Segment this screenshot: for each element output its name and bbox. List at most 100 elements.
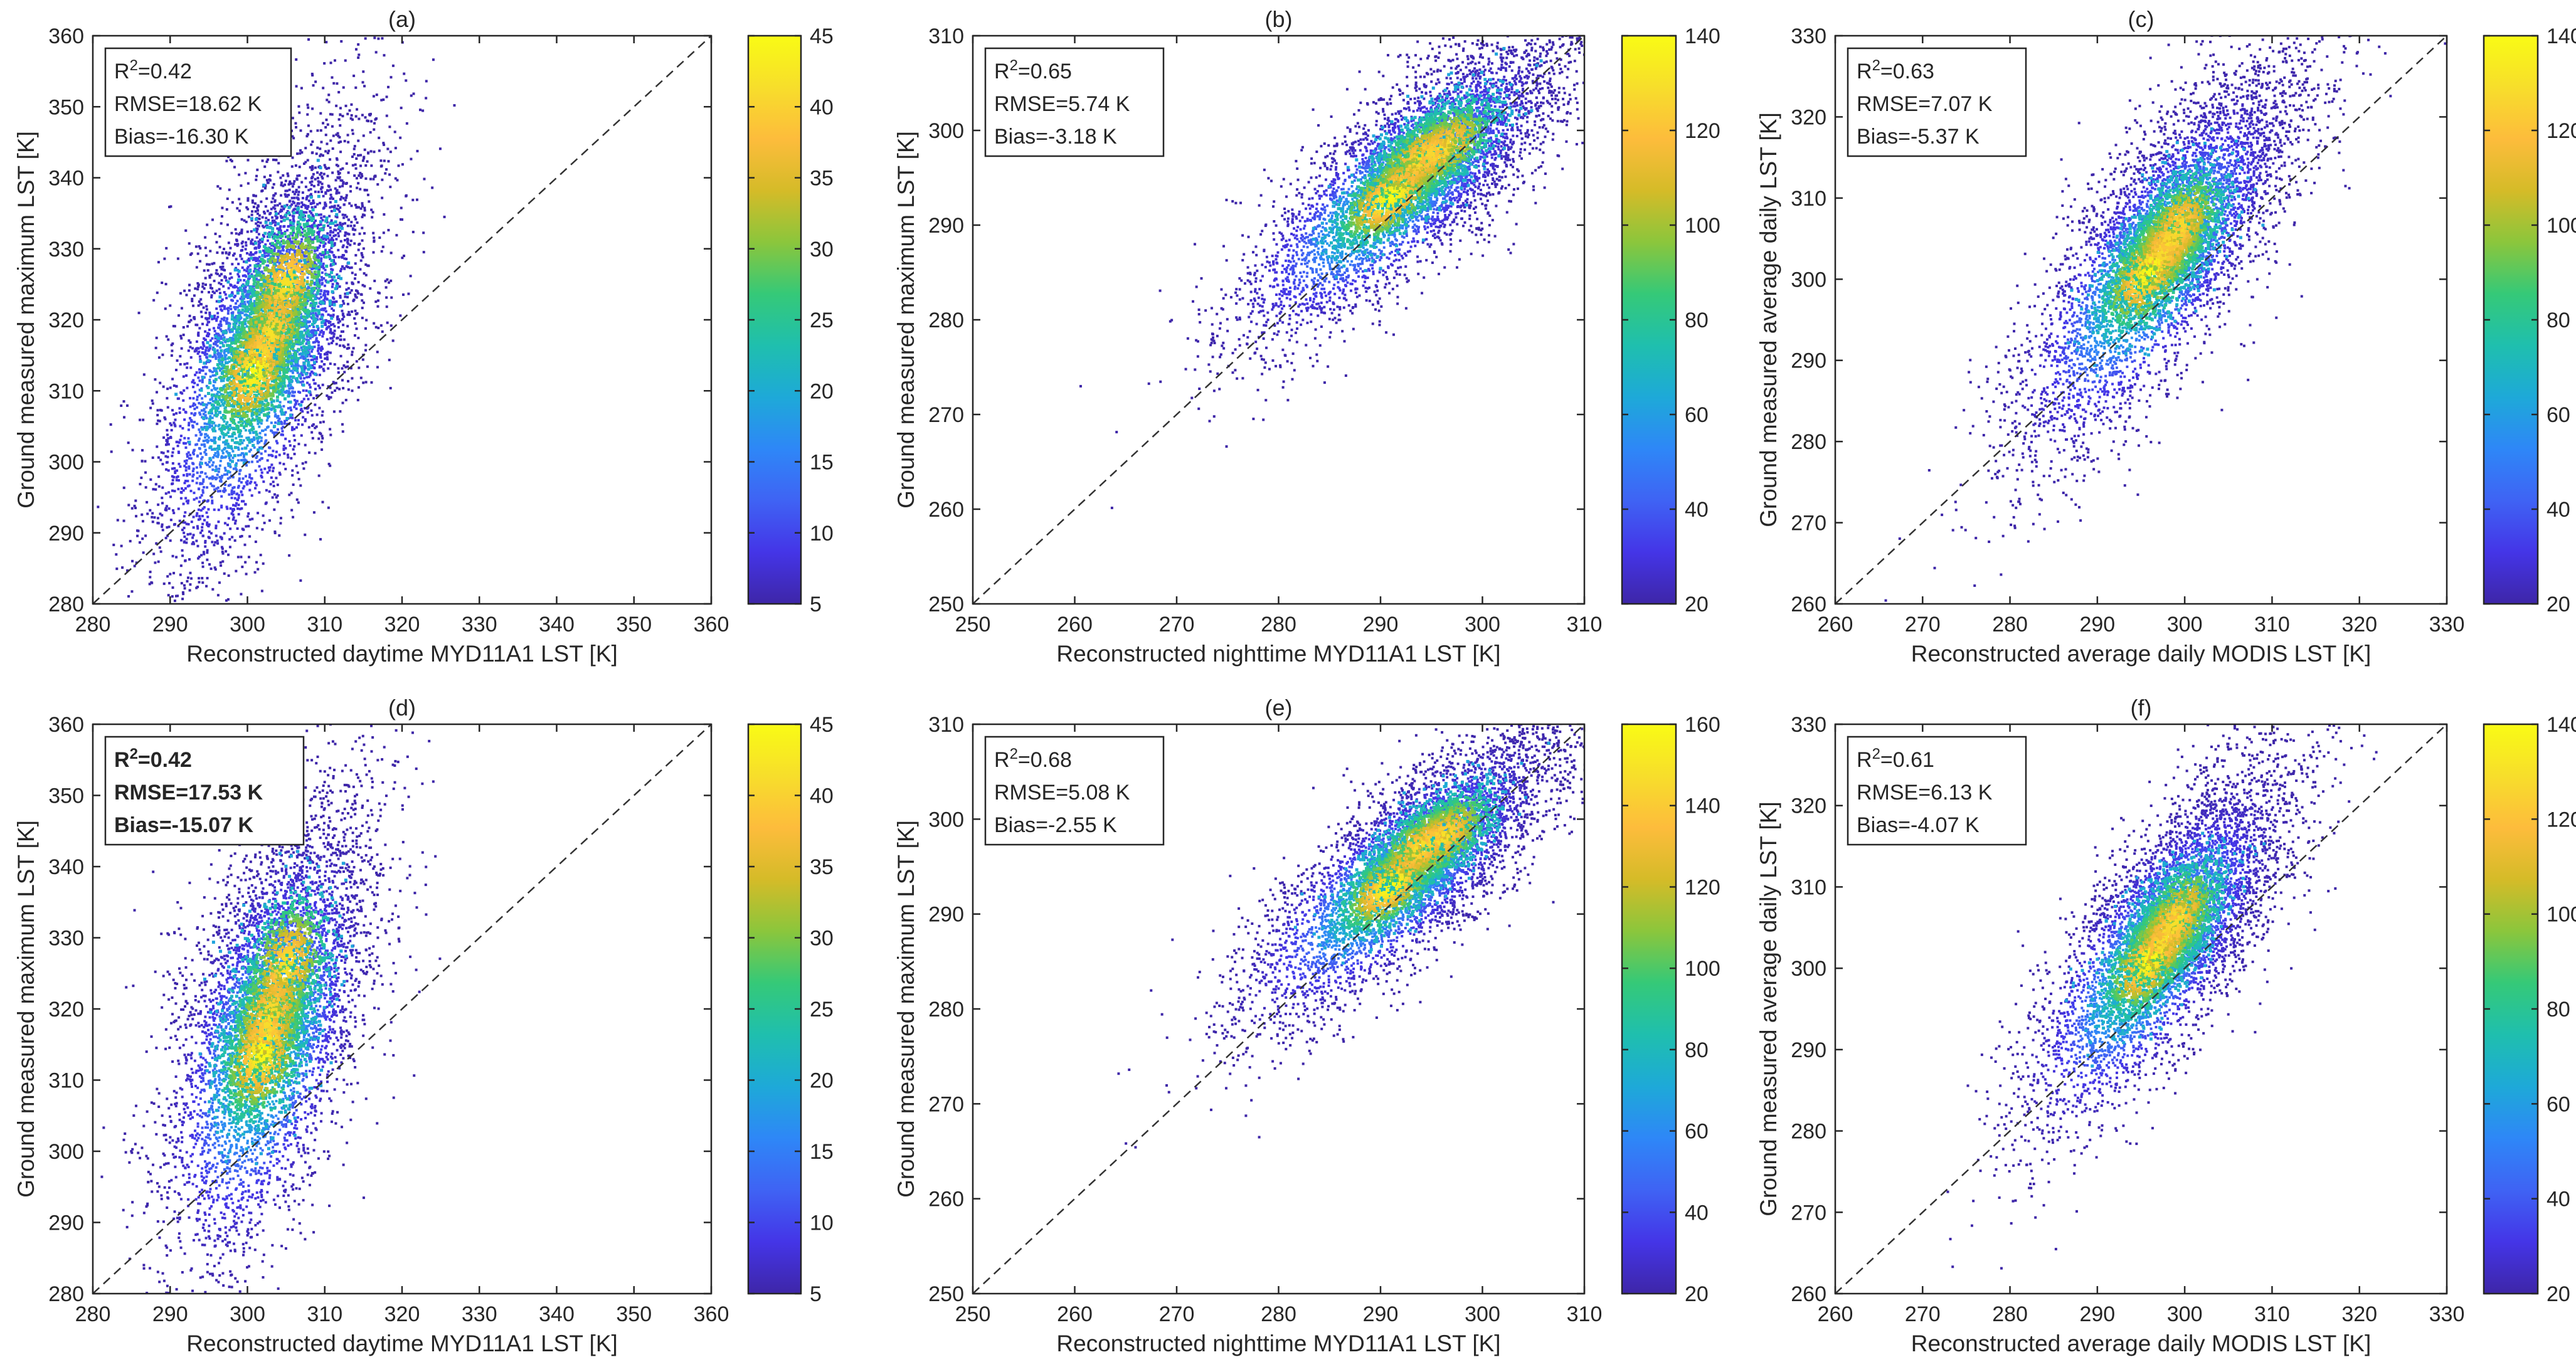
- colorbar-gradient: [1622, 36, 1676, 604]
- colorbar-tick-label: 20: [810, 379, 834, 403]
- y-tick-label: 290: [48, 1211, 84, 1235]
- x-tick-label: 280: [1992, 613, 2028, 636]
- colorbar-tick-label: 40: [810, 784, 834, 808]
- x-tick-label: 280: [1992, 1302, 2028, 1326]
- r-squared-text: R2=0.63: [1857, 57, 1934, 84]
- y-tick-label: 340: [48, 855, 84, 879]
- panel-label: (a): [388, 6, 416, 32]
- colorbar-tick-label: 35: [810, 167, 834, 191]
- x-tick-label: 270: [1159, 613, 1195, 636]
- r-squared-text: R2=0.65: [994, 57, 1072, 84]
- colorbar-gradient: [2484, 36, 2538, 604]
- colorbar-tick-label: 60: [2547, 403, 2570, 427]
- y-axis-label: Ground measured maximum LST [K]: [13, 820, 39, 1198]
- x-tick-label: 260: [1057, 613, 1093, 636]
- bias-text: Bias=-4.07 K: [1857, 813, 1980, 837]
- colorbar-tick-label: 10: [810, 1211, 834, 1235]
- x-tick-label: 270: [1905, 613, 1941, 636]
- colorbar-tick-label: 40: [2547, 1188, 2570, 1211]
- y-tick-label: 310: [928, 713, 964, 737]
- colorbar-gradient: [1622, 724, 1676, 1294]
- colorbar-tick-label: 25: [810, 309, 834, 332]
- y-tick-label: 290: [928, 903, 964, 927]
- x-axis-label: Reconstructed average daily MODIS LST [K…: [1911, 641, 2371, 667]
- x-tick-label: 290: [1363, 613, 1399, 636]
- bias-text: Bias=-16.30 K: [114, 125, 249, 149]
- y-tick-label: 270: [928, 403, 964, 427]
- colorbar-tick-label: 20: [810, 1069, 834, 1093]
- colorbar-gradient: [2484, 724, 2538, 1294]
- panel-label: (c): [2128, 6, 2155, 32]
- y-tick-label: 300: [928, 808, 964, 831]
- x-tick-label: 300: [1465, 613, 1500, 636]
- colorbar-tick-label: 100: [1685, 957, 1720, 981]
- y-tick-label: 260: [928, 498, 964, 522]
- y-tick-label: 270: [1791, 512, 1826, 536]
- y-tick-label: 300: [1791, 957, 1826, 981]
- y-tick-label: 330: [1791, 24, 1826, 48]
- y-tick-label: 360: [48, 713, 84, 737]
- colorbar-tick-label: 20: [2547, 593, 2570, 616]
- colorbar-tick-label: 5: [810, 593, 822, 616]
- rmse-text: RMSE=17.53 K: [114, 781, 263, 805]
- colorbar-tick-label: 140: [1685, 24, 1720, 48]
- y-tick-label: 360: [48, 24, 84, 48]
- y-tick-label: 270: [928, 1092, 964, 1116]
- colorbar-tick-label: 20: [1685, 593, 1709, 616]
- x-axis-label: Reconstructed daytime MYD11A1 LST [K]: [186, 1331, 618, 1356]
- y-tick-label: 320: [1791, 105, 1826, 129]
- colorbar-tick-label: 160: [1685, 713, 1720, 737]
- bias-text: Bias=-5.37 K: [1857, 125, 1980, 149]
- y-tick-label: 310: [928, 24, 964, 48]
- y-tick-label: 300: [928, 119, 964, 143]
- bias-text: Bias=-3.18 K: [994, 125, 1117, 149]
- rmse-text: RMSE=18.62 K: [114, 92, 262, 116]
- x-tick-label: 310: [1567, 613, 1603, 636]
- x-tick-label: 290: [1363, 1302, 1399, 1326]
- colorbar-tick-label: 60: [1685, 1120, 1709, 1144]
- colorbar-tick-label: 60: [1685, 403, 1709, 427]
- y-tick-label: 310: [1791, 187, 1826, 211]
- x-tick-label: 290: [152, 1302, 188, 1326]
- y-axis-label: Ground measured maximum LST [K]: [893, 820, 919, 1198]
- x-tick-label: 280: [1261, 613, 1296, 636]
- panel-label: (e): [1265, 695, 1293, 720]
- r-squared-text: R2=0.61: [1857, 746, 1934, 773]
- y-tick-label: 290: [928, 214, 964, 238]
- colorbar-tick-label: 10: [810, 522, 834, 546]
- x-tick-label: 300: [2167, 613, 2203, 636]
- colorbar-tick-label: 35: [810, 855, 834, 879]
- colorbar-tick-label: 120: [2547, 808, 2576, 831]
- x-tick-label: 290: [2079, 1302, 2115, 1326]
- x-tick-label: 280: [1261, 1302, 1296, 1326]
- x-tick-label: 300: [230, 1302, 265, 1326]
- y-tick-label: 280: [48, 1282, 84, 1306]
- colorbar-tick-label: 15: [810, 451, 834, 475]
- y-tick-label: 280: [1791, 430, 1826, 454]
- y-tick-label: 310: [48, 379, 84, 403]
- x-tick-label: 300: [1465, 1302, 1500, 1326]
- y-tick-label: 320: [48, 998, 84, 1021]
- x-tick-label: 320: [2341, 1302, 2377, 1326]
- colorbar-tick-label: 40: [1685, 1201, 1709, 1225]
- rmse-text: RMSE=5.08 K: [994, 781, 1130, 805]
- panel-label: (b): [1265, 6, 1293, 32]
- colorbar-tick-label: 80: [2547, 309, 2570, 332]
- y-tick-label: 270: [1791, 1201, 1826, 1225]
- colorbar-tick-label: 5: [810, 1282, 822, 1306]
- colorbar-tick-label: 80: [1685, 309, 1709, 332]
- colorbar-tick-label: 45: [810, 713, 834, 737]
- colorbar-tick-label: 80: [1685, 1038, 1709, 1062]
